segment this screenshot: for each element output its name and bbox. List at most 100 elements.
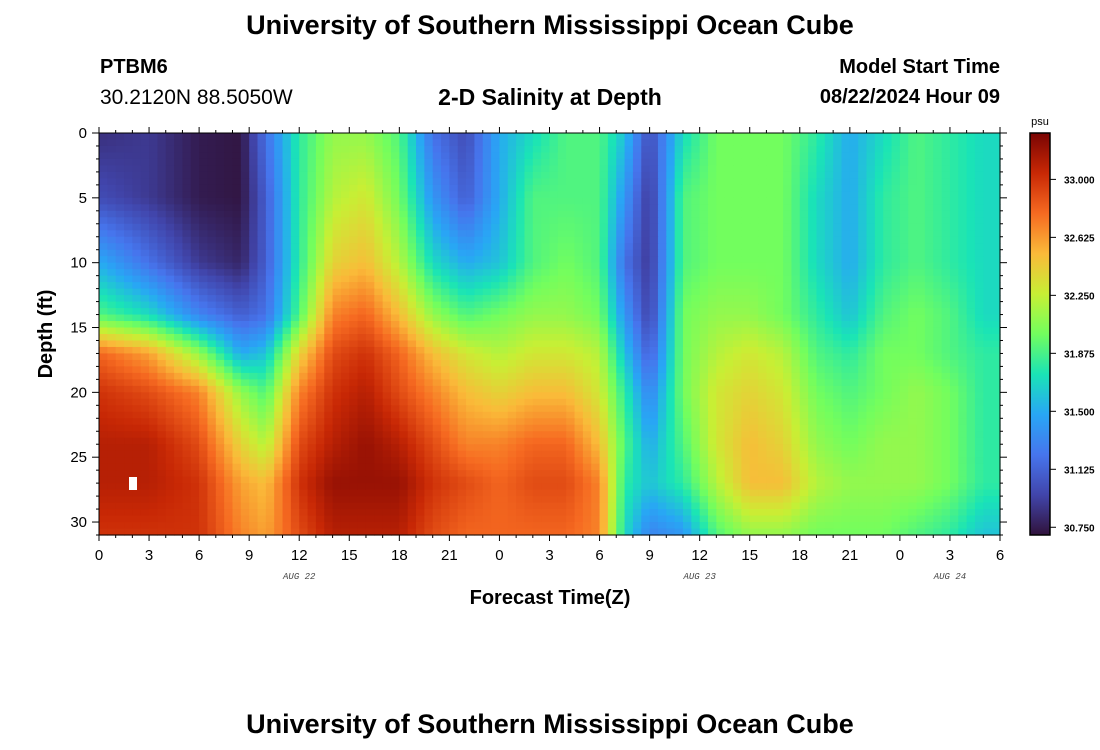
heatmap-cell <box>716 308 726 316</box>
heatmap-cell <box>632 359 642 368</box>
heatmap-cell <box>674 327 684 335</box>
heatmap-cell <box>399 249 409 257</box>
heatmap-cell <box>315 392 325 400</box>
heatmap-cell <box>324 418 334 426</box>
heatmap-cell <box>808 145 818 154</box>
heatmap-cell <box>424 204 434 212</box>
heatmap-cell <box>124 269 133 277</box>
heatmap-cell <box>774 353 784 361</box>
heatmap-cell <box>749 171 759 179</box>
heatmap-cell <box>699 204 709 212</box>
heatmap-cell <box>132 171 142 179</box>
heatmap-cell <box>666 262 676 270</box>
heatmap-cell <box>574 411 584 419</box>
heatmap-cell <box>657 340 667 348</box>
heatmap-cell <box>432 158 442 167</box>
heatmap-cell <box>340 314 350 322</box>
heatmap-cell <box>332 353 342 361</box>
heatmap-cell <box>349 398 359 406</box>
heatmap-cell <box>199 139 209 147</box>
heatmap-cell <box>866 327 876 335</box>
heatmap-cell <box>240 372 250 380</box>
heatmap-cell <box>924 236 934 244</box>
heatmap-cell <box>99 327 108 335</box>
heatmap-cell <box>791 282 801 290</box>
heatmap-cell <box>182 217 192 225</box>
heatmap-cell <box>924 217 934 225</box>
heatmap-cell <box>674 178 684 186</box>
heatmap-cell <box>933 139 943 147</box>
heatmap-cell <box>924 353 934 361</box>
heatmap-cell <box>908 217 918 225</box>
heatmap-cell <box>899 353 909 361</box>
heatmap-cell <box>649 424 659 432</box>
heatmap-cell <box>290 275 300 283</box>
heatmap-cell <box>140 424 150 432</box>
heatmap-cell <box>649 346 659 355</box>
heatmap-cell <box>190 210 200 218</box>
heatmap-cell <box>207 288 217 296</box>
heatmap-cell <box>924 184 934 192</box>
heatmap-cell <box>682 256 692 264</box>
heatmap-cell <box>783 152 793 160</box>
heatmap-cell <box>983 236 993 244</box>
heatmap-cell <box>265 385 275 393</box>
heatmap-cell <box>115 340 125 348</box>
heatmap-cell <box>441 256 450 264</box>
heatmap-cell <box>265 139 275 147</box>
heatmap-cell <box>557 405 567 413</box>
heatmap-cell <box>624 133 634 141</box>
heatmap-cell <box>466 145 476 154</box>
heatmap-cell <box>991 385 1001 393</box>
heatmap-cell <box>274 158 284 167</box>
heatmap-cell <box>224 321 234 329</box>
heatmap-cell <box>224 243 234 251</box>
heatmap-cell <box>933 197 943 205</box>
heatmap-cell <box>207 269 217 277</box>
heatmap-cell <box>699 178 709 186</box>
heatmap-cell <box>774 165 784 173</box>
heatmap-cell <box>374 243 384 251</box>
heatmap-cell <box>407 359 417 368</box>
heatmap-cell <box>766 418 776 426</box>
heatmap-cell <box>190 217 200 225</box>
heatmap-cell <box>157 366 167 374</box>
heatmap-cell <box>733 418 742 426</box>
heatmap-cell <box>566 145 576 154</box>
heatmap-cell <box>349 191 359 199</box>
heatmap-cell <box>190 405 200 413</box>
heatmap-cell <box>591 262 601 270</box>
heatmap-cell <box>883 424 893 432</box>
heatmap-cell <box>591 295 601 303</box>
heatmap-cell <box>766 385 776 393</box>
heatmap-cell <box>140 405 150 413</box>
heatmap-cell <box>416 204 425 212</box>
heatmap-cell <box>265 152 275 160</box>
heatmap-cell <box>99 359 108 368</box>
heatmap-cell <box>457 392 467 400</box>
heatmap-cell <box>733 165 742 173</box>
heatmap-cell <box>357 171 367 179</box>
heatmap-cell <box>824 243 834 251</box>
heatmap-cell <box>274 288 284 296</box>
heatmap-cell <box>99 346 108 355</box>
heatmap-cell <box>466 243 476 251</box>
heatmap-cell <box>983 418 993 426</box>
heatmap-cell <box>416 282 425 290</box>
heatmap-cell <box>649 353 659 361</box>
heatmap-cell <box>482 165 492 173</box>
heatmap-cell <box>874 191 884 199</box>
heatmap-cell <box>324 152 334 160</box>
heatmap-cell <box>641 275 651 283</box>
heatmap-cell <box>566 359 576 368</box>
heatmap-cell <box>699 262 709 270</box>
heatmap-cell <box>557 210 567 218</box>
heatmap-cell <box>124 282 133 290</box>
heatmap-cell <box>441 418 450 426</box>
heatmap-cell <box>958 385 968 393</box>
heatmap-cell <box>733 372 742 380</box>
heatmap-cell <box>574 230 584 238</box>
heatmap-cell <box>824 230 834 238</box>
heatmap-cell <box>649 282 659 290</box>
heatmap-cell <box>365 249 375 257</box>
